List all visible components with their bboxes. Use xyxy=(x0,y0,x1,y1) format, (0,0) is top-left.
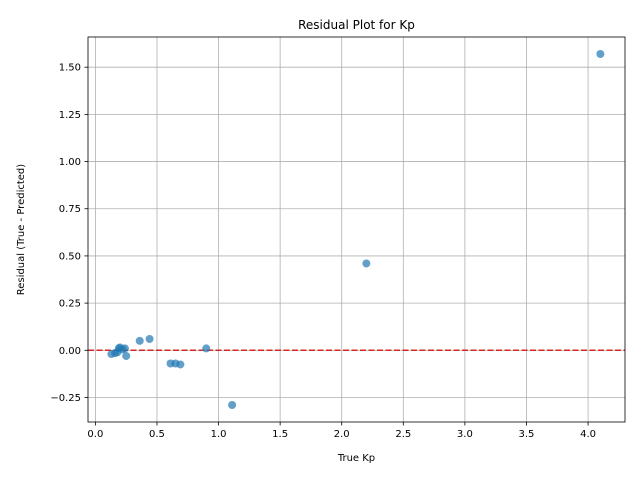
residual-point xyxy=(120,344,129,353)
y-tick-label: 0.50 xyxy=(59,251,81,262)
x-tick-label: 2.5 xyxy=(395,429,411,440)
x-tick-label: 4.0 xyxy=(580,429,596,440)
residual-point xyxy=(596,49,605,58)
residual-point xyxy=(145,334,154,343)
y-tick-label: 1.50 xyxy=(59,63,81,74)
y-axis-ticks: −0.25 0.00 0.25 0.50 0.75 1.00 1.25 1.50 xyxy=(50,63,88,404)
y-tick-label: −0.25 xyxy=(50,393,81,404)
residual-point xyxy=(202,344,211,353)
x-axis-ticks: 0.0 0.5 1.0 1.5 2.0 2.5 3.0 3.5 4.0 xyxy=(87,422,596,440)
y-tick-label: 1.00 xyxy=(59,157,81,168)
chart-title: Residual Plot for Kp xyxy=(298,18,415,32)
x-tick-label: 2.0 xyxy=(334,429,350,440)
x-axis-label: True Kp xyxy=(337,453,375,464)
points-layer xyxy=(107,49,605,410)
y-tick-label: 1.25 xyxy=(59,110,81,121)
x-tick-label: 0.0 xyxy=(87,429,103,440)
residual-point xyxy=(135,336,144,345)
residual-point xyxy=(176,360,185,369)
y-tick-label: 0.00 xyxy=(59,346,81,357)
residual-point xyxy=(362,259,371,268)
x-tick-label: 1.5 xyxy=(272,429,288,440)
residual-point xyxy=(122,351,131,360)
x-tick-label: 3.5 xyxy=(519,429,535,440)
x-tick-label: 0.5 xyxy=(149,429,165,440)
y-tick-label: 0.25 xyxy=(59,299,81,310)
y-tick-label: 0.75 xyxy=(59,204,81,215)
y-axis-label: Residual (True - Predicted) xyxy=(16,164,27,295)
x-tick-label: 3.0 xyxy=(457,429,473,440)
x-tick-label: 1.0 xyxy=(211,429,227,440)
plot-area-frame xyxy=(87,36,626,423)
residual-point xyxy=(228,401,237,410)
